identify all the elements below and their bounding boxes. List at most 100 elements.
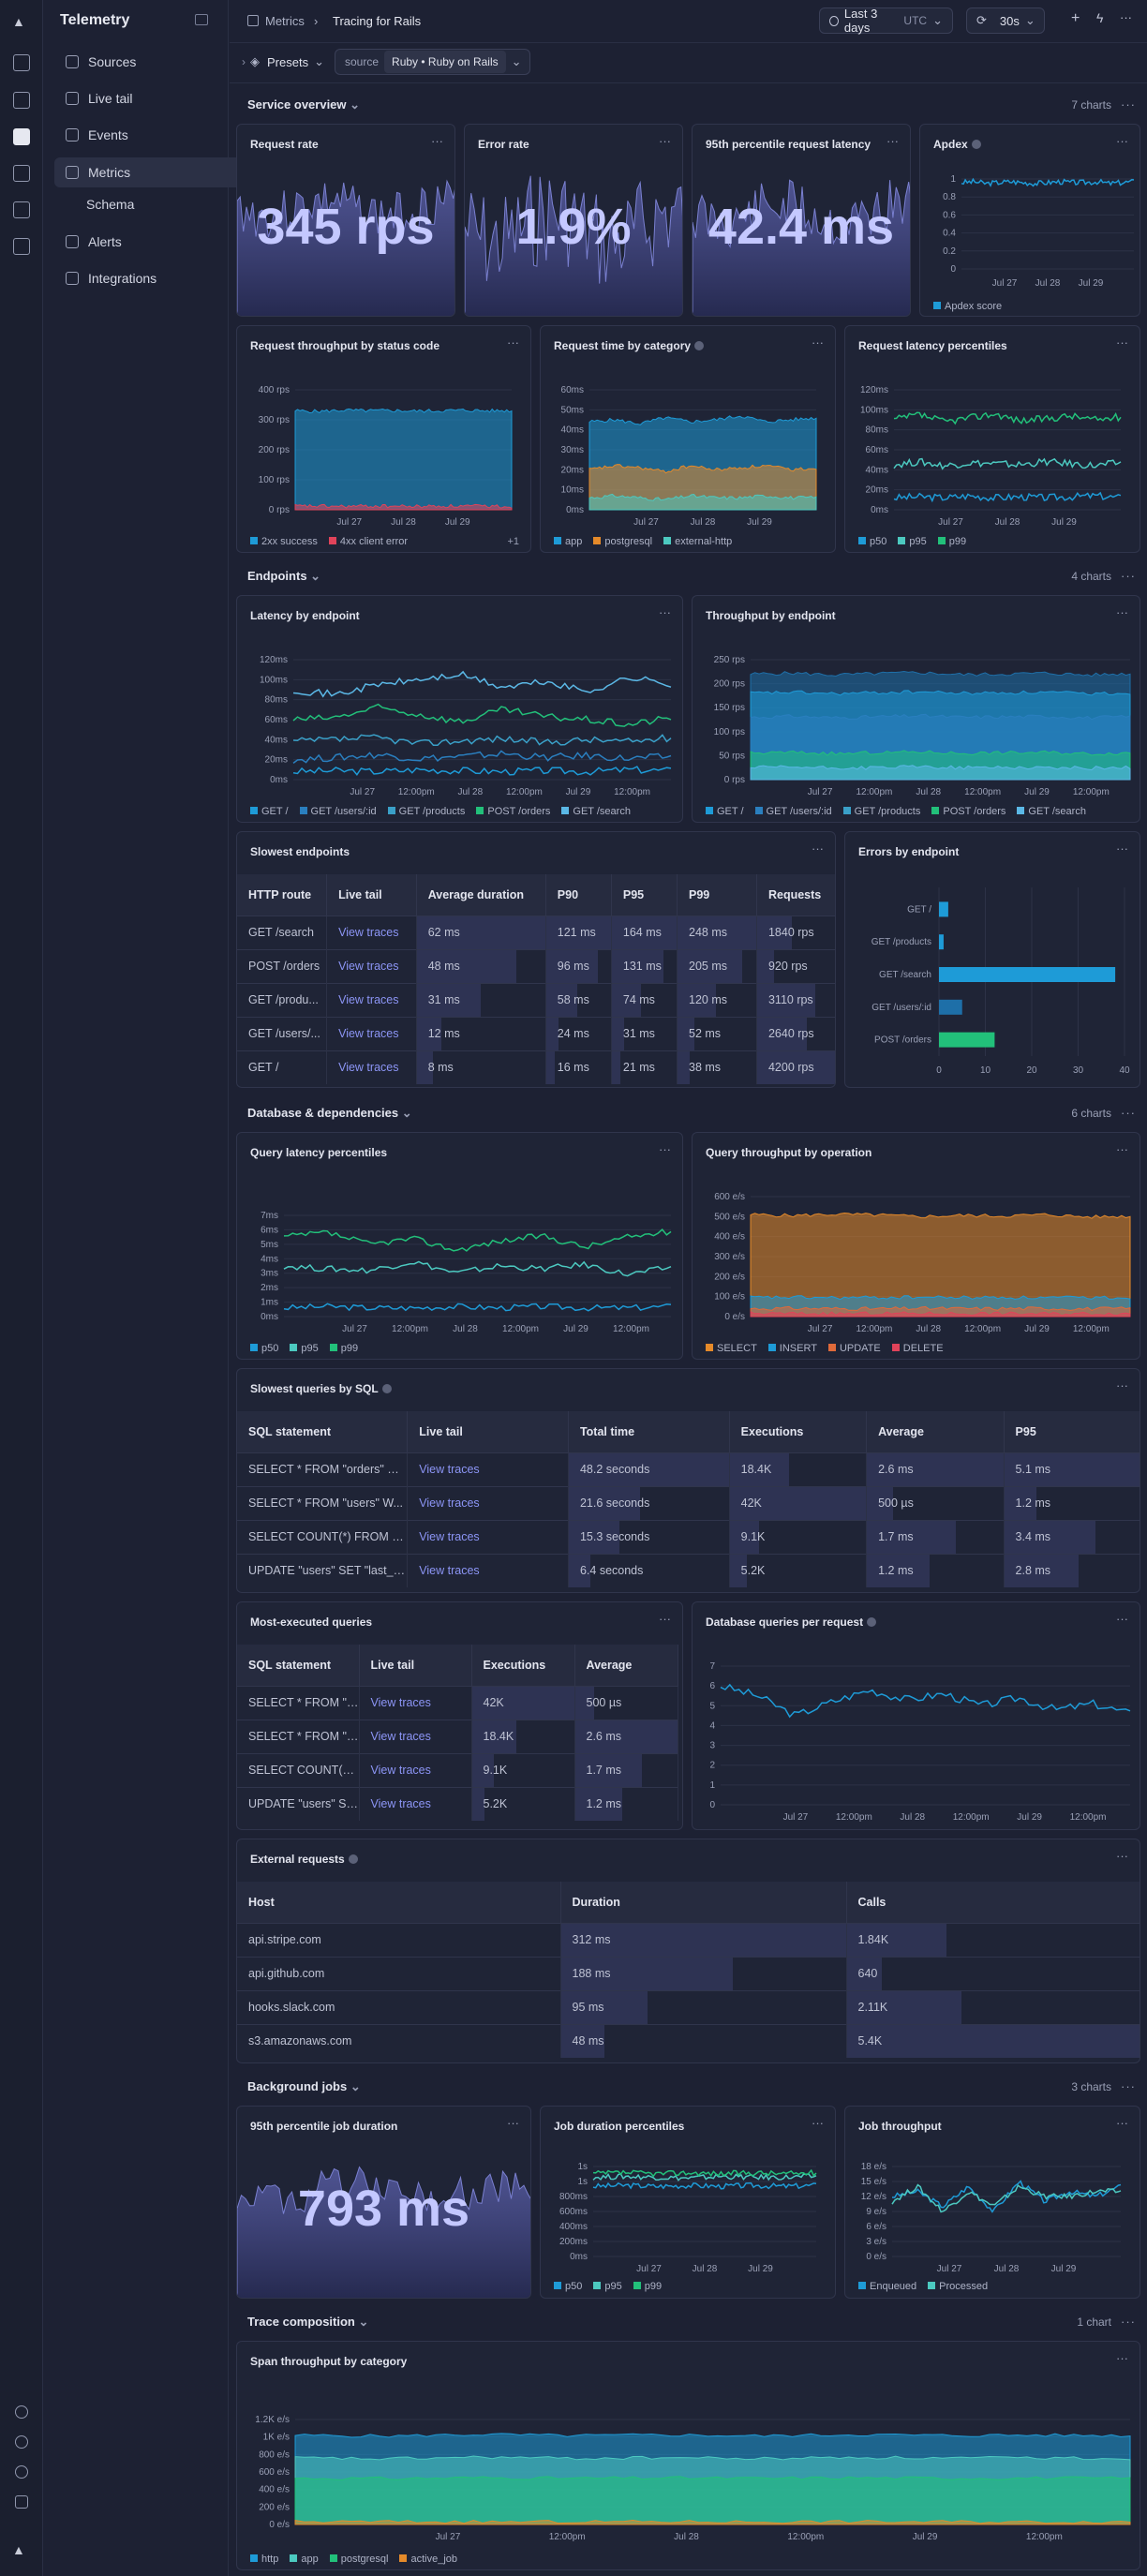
sidebar-subitem-schema[interactable]: Schema [86, 197, 135, 212]
panel-menu-icon[interactable]: ··· [812, 335, 824, 350]
legend-item[interactable]: GET /users/:id [754, 806, 832, 817]
view-traces-link[interactable]: View traces [370, 1764, 431, 1777]
table-row[interactable]: s3.amazonaws.com 48 ms 5.4K [237, 2023, 1140, 2058]
table-cell[interactable]: View traces [326, 1016, 417, 1050]
panel-menu-icon[interactable]: ··· [507, 335, 519, 350]
table-row[interactable]: api.github.com 188 ms 640 [237, 1956, 1140, 1990]
sidebar-item-live-tail[interactable]: Live tail [54, 83, 259, 113]
panel-menu-icon[interactable]: ··· [1116, 1849, 1128, 1863]
legend-item[interactable]: SELECT [706, 1343, 757, 1354]
view-traces-link[interactable]: View traces [338, 1061, 399, 1075]
table-row[interactable]: SELECT * FROM "o... View traces 18.4K 2.6 m… [237, 1719, 678, 1753]
series-line-p95[interactable] [893, 457, 1122, 470]
section-background-jobs[interactable]: Background jobs ⌄ [247, 2079, 361, 2094]
table-cell[interactable]: View traces [359, 1752, 472, 1787]
panel-menu-icon[interactable]: ··· [659, 1612, 671, 1626]
legend-item[interactable]: p99 [937, 536, 966, 547]
sidebar-item-metrics[interactable]: Metrics⌄ [54, 157, 259, 187]
add-icon[interactable]: + [1071, 10, 1080, 26]
column-header[interactable]: Executions [471, 1645, 575, 1686]
live-tail-rail-icon[interactable] [13, 92, 30, 109]
panel-menu-icon[interactable]: ··· [659, 605, 671, 619]
legend-item[interactable]: UPDATE [827, 1343, 881, 1354]
section-menu-icon[interactable]: ··· [1121, 2315, 1136, 2329]
table-cell[interactable]: View traces [407, 1485, 569, 1520]
table-row[interactable]: UPDATE "users" SE... View traces 5.2K 1.2 m… [237, 1786, 678, 1821]
section-trace-composition[interactable]: Trace composition ⌄ [247, 2315, 368, 2330]
series-line-p95[interactable] [283, 1260, 672, 1277]
bar-post-orders[interactable] [939, 1032, 995, 1048]
table-row[interactable]: GET /search View traces 62 ms 121 ms 164 ms 2… [237, 915, 835, 949]
series-line-get-users-id[interactable] [292, 750, 672, 764]
column-header[interactable]: HTTP route [237, 874, 328, 916]
legend-item[interactable]: INSERT [767, 1343, 817, 1354]
panel-menu-icon[interactable]: ··· [1116, 1612, 1128, 1626]
table-cell[interactable]: View traces [326, 1050, 417, 1084]
view-traces-link[interactable]: View traces [419, 1496, 480, 1510]
source-filter[interactable]: source Ruby • Ruby on Rails ⌄ [335, 49, 530, 75]
series-line-p95[interactable] [592, 2172, 817, 2181]
column-header[interactable]: Requests [756, 874, 835, 916]
chat-icon[interactable] [15, 2435, 28, 2449]
series-line-post-orders[interactable] [292, 703, 672, 727]
column-header[interactable]: P95 [1004, 1411, 1140, 1452]
team-logo-icon[interactable]: ▲ [12, 2542, 25, 2557]
legend-item[interactable]: POST /orders [931, 806, 1005, 817]
column-header[interactable]: Host [237, 1882, 561, 1923]
series-area-2xx-success[interactable] [294, 408, 513, 511]
table-cell[interactable]: View traces [407, 1452, 569, 1486]
panel-menu-icon[interactable]: ··· [1116, 134, 1128, 148]
legend-item[interactable]: Processed [928, 2281, 988, 2292]
table-row[interactable]: SELECT COUNT(*) FROM "li... View traces 15… [237, 1519, 1140, 1554]
panel-menu-icon[interactable]: ··· [886, 134, 899, 148]
table-cell[interactable]: View traces [326, 982, 417, 1017]
series-area-get-search[interactable] [750, 765, 1131, 781]
series-area-select[interactable] [750, 1212, 1131, 1318]
lightning-icon[interactable]: ϟ [1096, 10, 1104, 25]
table-cell[interactable]: View traces [407, 1519, 569, 1554]
sidebar-item-sources[interactable]: Sources › [54, 47, 259, 77]
series-line-get-[interactable] [292, 766, 672, 776]
series-line-p50[interactable] [592, 2181, 817, 2190]
column-header[interactable]: Average [866, 1411, 1005, 1452]
info-icon[interactable] [694, 341, 705, 350]
view-traces-link[interactable]: View traces [419, 1463, 480, 1476]
series-line-get-search[interactable] [292, 670, 672, 698]
metrics-rail-icon[interactable] [13, 128, 30, 145]
legend-item[interactable]: POST /orders [476, 806, 550, 817]
legend-item[interactable]: Apdex score [933, 301, 1002, 312]
view-traces-link[interactable]: View traces [338, 960, 399, 973]
panel-menu-icon[interactable]: ··· [659, 134, 671, 148]
table-row[interactable]: SELECT COUNT(*) ... View traces 9.1K 1.7 ms [237, 1752, 678, 1787]
apps-icon[interactable] [15, 2495, 28, 2509]
column-header[interactable]: P90 [545, 874, 612, 916]
column-header[interactable]: Average [574, 1645, 678, 1686]
legend-item[interactable]: postgresql [593, 536, 652, 547]
column-header[interactable]: P95 [611, 874, 678, 916]
legend-item[interactable]: GET /search [1017, 806, 1086, 817]
table-cell[interactable]: View traces [359, 1786, 472, 1821]
info-icon[interactable] [971, 140, 981, 149]
legend-item[interactable]: 2xx success [250, 536, 318, 547]
series-area-active-job[interactable] [294, 2519, 1131, 2525]
view-traces-link[interactable]: View traces [370, 1730, 431, 1743]
table-row[interactable]: SELECT * FROM "orders" W... View traces 48… [237, 1452, 1140, 1486]
table-row[interactable]: UPDATE "users" SET "last_s... View traces… [237, 1553, 1140, 1587]
section-menu-icon[interactable]: ··· [1121, 2079, 1136, 2093]
panel-menu-icon[interactable]: ··· [1116, 2351, 1128, 2365]
legend-item[interactable]: DELETE [891, 1343, 944, 1354]
view-traces-link[interactable]: View traces [370, 1696, 431, 1709]
panel-menu-icon[interactable]: ··· [812, 2116, 824, 2130]
integrations-rail-icon[interactable] [13, 201, 30, 218]
collapse-sidebar-icon[interactable] [195, 14, 208, 25]
bar-get-search[interactable] [939, 967, 1116, 982]
column-header[interactable]: Live tail [407, 1411, 569, 1452]
table-row[interactable]: SELECT * FROM "users" W... View traces 21.… [237, 1485, 1140, 1520]
section-service-overview[interactable]: Service overview ⌄ [247, 97, 360, 112]
table-cell[interactable]: View traces [326, 915, 417, 949]
presets-button[interactable]: ◈ Presets ⌄ [241, 49, 331, 75]
table-row[interactable]: GET / View traces 8 ms 16 ms 21 ms 38 ms 4200 … [237, 1050, 835, 1084]
table-cell[interactable]: View traces [359, 1685, 472, 1720]
series-line-p99[interactable] [592, 2168, 817, 2178]
sidebar-item-integrations[interactable]: Integrations [54, 263, 259, 293]
